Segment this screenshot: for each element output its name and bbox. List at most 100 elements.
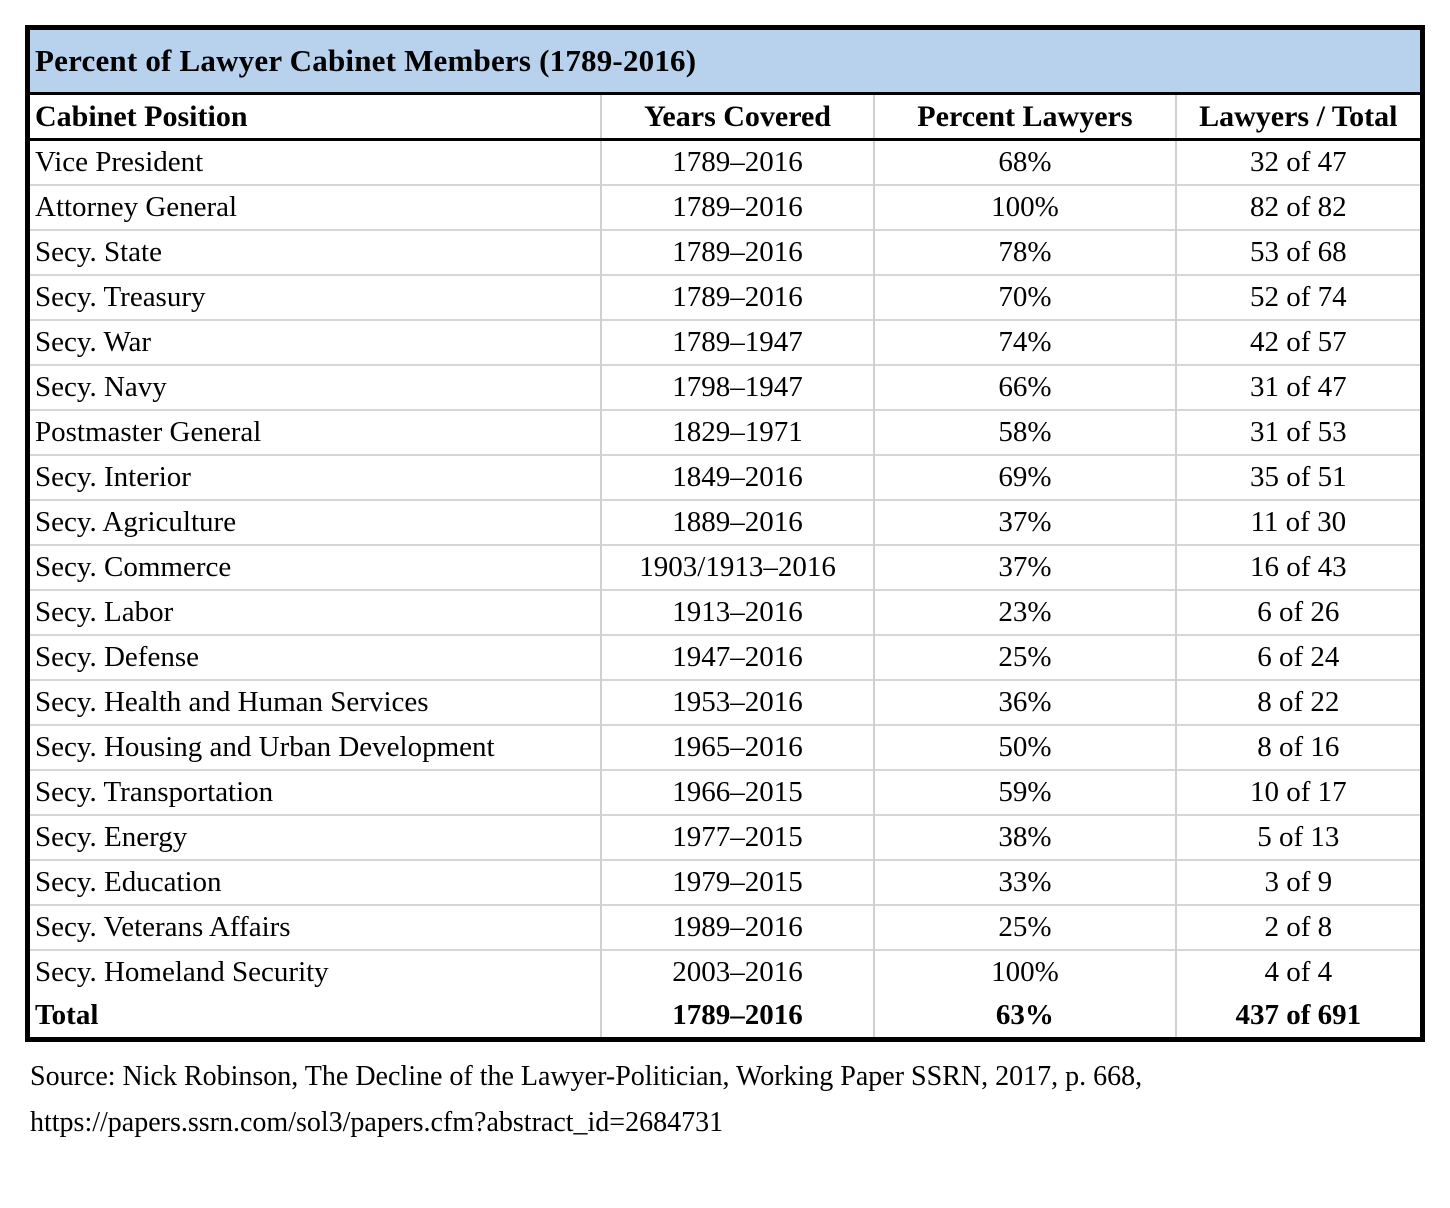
table-row: Secy. Veterans Affairs 1989–2016 25% 2 of 8 [27, 903, 1423, 950]
table-body: Vice President 1789–2016 68% 32 of 47 Attorn… [27, 139, 1423, 995]
table-row: Secy. Commerce 1903/1913–2016 37% 16 of 43 [27, 543, 1423, 590]
table-row: Secy. State 1789–2016 78% 53 of 68 [27, 228, 1423, 275]
position-cell: Secy. Interior [27, 453, 601, 500]
years-cell: 1979–2015 [599, 858, 875, 905]
years-cell: 1789–2016 [599, 273, 875, 320]
years-cell: 1849–2016 [599, 453, 875, 500]
years-cell: 2003–2016 [599, 948, 875, 995]
years-cell: 1953–2016 [599, 678, 875, 725]
years-cell: 1798–1947 [599, 363, 875, 410]
total-position-cell: Total [35, 999, 99, 1032]
percent-cell: 38% [873, 813, 1176, 860]
ratio-cell: 10 of 17 [1174, 768, 1423, 815]
position-cell: Vice President [35, 145, 204, 178]
position-cell: Secy. War [27, 318, 601, 365]
years-cell: 1947–2016 [599, 633, 875, 680]
ratio-cell: 52 of 74 [1174, 273, 1423, 320]
ratio-cell: 35 of 51 [1174, 453, 1423, 500]
table-row: Secy. Transportation 1966–2015 59% 10 of 17 [27, 768, 1423, 815]
percent-cell: 74% [873, 318, 1176, 365]
position-cell: Secy. Commerce [27, 543, 601, 590]
ratio-cell: 5 of 13 [1174, 813, 1423, 860]
table-row: Secy. Housing and Urban Development 1965–… [27, 723, 1423, 770]
column-header-years-covered: Years Covered [599, 93, 875, 141]
years-cell: 1789–2016 [599, 139, 875, 185]
ratio-cell: 42 of 57 [1174, 318, 1423, 365]
position-cell: Secy. Housing and Urban Development [27, 723, 601, 770]
ratio-cell: 11 of 30 [1174, 498, 1423, 545]
page: Percent of Lawyer Cabinet Members (1789-… [25, 25, 1425, 1138]
years-cell: 1789–1947 [599, 318, 875, 365]
table-row: Secy. Agriculture 1889–2016 37% 11 of 30 [27, 498, 1423, 545]
percent-cell: 66% [873, 363, 1176, 410]
ratio-cell: 82 of 82 [1174, 183, 1423, 230]
ratio-cell: 16 of 43 [1174, 543, 1423, 590]
percent-cell: 69% [873, 453, 1176, 500]
position-cell: Attorney General [27, 183, 601, 230]
years-cell: 1989–2016 [599, 903, 875, 950]
percent-cell: 70% [873, 273, 1176, 320]
column-header-lawyers-total: Lawyers / Total [1174, 93, 1423, 141]
years-cell: 1789–2016 [599, 228, 875, 275]
table-row: Secy. Defense 1947–2016 25% 6 of 24 [27, 633, 1423, 680]
table-row: Secy. Education 1979–2015 33% 3 of 9 [27, 858, 1423, 905]
ratio-cell: 4 of 4 [1174, 948, 1423, 995]
position-cell: Secy. Navy [27, 363, 601, 410]
lawyer-cabinet-table: Percent of Lawyer Cabinet Members (1789-… [25, 25, 1425, 1042]
position-cell: Secy. Labor [27, 588, 601, 635]
percent-cell: 59% [873, 768, 1176, 815]
table-row: Secy. Interior 1849–2016 69% 35 of 51 [27, 453, 1423, 500]
table-title: Percent of Lawyer Cabinet Members (1789-… [27, 26, 1423, 95]
ratio-cell: 31 of 53 [1174, 408, 1423, 455]
years-cell: 1889–2016 [599, 498, 875, 545]
source-citation-url: https://papers.ssrn.com/sol3/papers.cfm?… [30, 1107, 724, 1138]
percent-cell: 25% [873, 633, 1176, 680]
percent-cell: 100% [873, 948, 1176, 995]
position-cell: Secy. Treasury [27, 273, 601, 320]
ratio-cell: 6 of 24 [1174, 633, 1423, 680]
column-header-percent-lawyers: Percent Lawyers [873, 93, 1176, 141]
table-total-row: Total 1789–2016 63% 437 of 691 [28, 994, 1423, 1040]
position-cell: Secy. Homeland Security [27, 948, 601, 995]
percent-cell: 33% [873, 858, 1176, 905]
percent-cell: 36% [873, 678, 1176, 725]
table-row: Attorney General 1789–2016 100% 82 of 82 [27, 183, 1423, 230]
table-header-row: Cabinet Position Years Covered Percent L… [27, 93, 1423, 141]
table-row: Secy. Energy 1977–2015 38% 5 of 13 [27, 813, 1423, 860]
percent-cell: 50% [873, 723, 1176, 770]
ratio-cell: 53 of 68 [1174, 228, 1423, 275]
total-years-cell: 1789–2016 [599, 994, 875, 1040]
percent-cell: 58% [873, 408, 1176, 455]
total-ratio-cell: 437 of 691 [1174, 994, 1423, 1040]
percent-cell: 78% [873, 228, 1176, 275]
years-cell: 1966–2015 [599, 768, 875, 815]
position-cell: Secy. Agriculture [27, 498, 601, 545]
position-cell: Secy. State [27, 228, 601, 275]
ratio-cell: 32 of 47 [1174, 139, 1423, 185]
percent-cell: 37% [873, 498, 1176, 545]
years-cell: 1965–2016 [599, 723, 875, 770]
ratio-cell: 2 of 8 [1174, 903, 1423, 950]
years-cell: 1977–2015 [599, 813, 875, 860]
position-cell: Secy. Health and Human Services [27, 678, 601, 725]
percent-cell: 68% [873, 139, 1176, 185]
table-row: Secy. Homeland Security 2003–2016 100% 4 of… [27, 948, 1423, 995]
table-row: Secy. War 1789–1947 74% 42 of 57 [27, 318, 1423, 365]
ratio-cell: 8 of 16 [1174, 723, 1423, 770]
years-cell: 1913–2016 [599, 588, 875, 635]
years-cell: 1789–2016 [599, 183, 875, 230]
position-cell: Secy. Veterans Affairs [27, 903, 601, 950]
position-cell: Secy. Energy [27, 813, 601, 860]
table-row: Postmaster General 1829–1971 58% 31 of 53 [27, 408, 1423, 455]
percent-cell: 37% [873, 543, 1176, 590]
table-title-row: Percent of Lawyer Cabinet Members (1789-… [27, 26, 1423, 95]
table-row: Secy. Treasury 1789–2016 70% 52 of 74 [27, 273, 1423, 320]
position-cell: Postmaster General [27, 408, 601, 455]
column-header-cabinet-position: Cabinet Position [27, 93, 601, 141]
table-row: Secy. Navy 1798–1947 66% 31 of 47 [27, 363, 1423, 410]
position-cell: Secy. Education [27, 858, 601, 905]
table-row: Secy. Labor 1913–2016 23% 6 of 26 [27, 588, 1423, 635]
table-row: Secy. Health and Human Services 1953–2016… [27, 678, 1423, 725]
table-row: Vice President 1789–2016 68% 32 of 47 [28, 139, 1423, 185]
years-cell: 1829–1971 [599, 408, 875, 455]
